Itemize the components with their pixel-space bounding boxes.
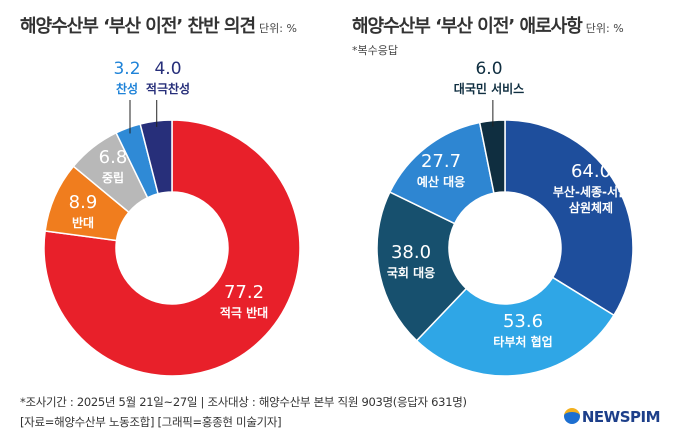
difficulty-value-label-1: 64.0 (571, 161, 611, 182)
opinion-value-label-1: 77.2 (224, 282, 264, 303)
right-unit-label: 단위: % (585, 22, 624, 35)
opinion-slice-5 (139, 119, 173, 195)
survey-info-footer: *조사기간 : 2025년 5월 21일~27일 | 조사대상 : 해양수산부 … (20, 395, 467, 409)
difficulty-name-label-4: 예산 대응 (417, 174, 465, 189)
opinion-name-label-5: 적극찬성 (146, 81, 190, 96)
difficulty-slice-2 (415, 276, 615, 377)
source-credit-footer: [자료=해양수산부 노동조합] [그래픽=홍종현 미술기자] (20, 415, 282, 429)
newspim-logo-icon (563, 408, 580, 424)
opinion-value-label-2: 8.9 (69, 192, 98, 213)
difficulty-slice-5 (478, 119, 506, 194)
difficulty-value-label-5: 6.0 (475, 59, 502, 79)
difficulty-name-label-1-line1: 부산-세종-서울 (553, 184, 629, 199)
opinion-value-label-5: 4.0 (154, 59, 181, 79)
opinion-name-label-2: 반대 (72, 215, 94, 230)
multiple-response-note: *복수응답 (352, 44, 398, 57)
difficulty-name-label-3: 국회 대응 (387, 265, 435, 280)
left-unit-label: 단위: % (259, 22, 297, 35)
newspim-logo: NEWSPIM (563, 408, 661, 426)
opinion-slice-1 (43, 119, 301, 377)
opinion-value-label-3: 6.8 (99, 147, 128, 168)
opinion-name-label-4: 찬성 (116, 81, 138, 96)
difficulty-name-label-2: 타부처 협업 (493, 334, 552, 349)
difficulty-value-label-4: 27.7 (421, 151, 461, 172)
opinion-name-label-3: 중립 (102, 171, 124, 185)
left-chart-title: 해양수산부 ‘부산 이전’ 찬반 의견 단위: % (20, 16, 297, 37)
difficulty-slice-1 (504, 119, 634, 317)
difficulty-name-label-5: 대국민 서비스 (454, 81, 524, 96)
difficulty-name-label-1-line2: 삼원체제 (569, 200, 613, 215)
opinion-value-label-4: 3.2 (113, 59, 140, 79)
opinion-donut: 77.2 적극 반대 8.9 반대 6.8 중립 3.2 찬성 4.0 적극찬성 (43, 59, 301, 377)
opinion-name-label-1: 적극 반대 (220, 305, 268, 320)
right-chart-title: 해양수산부 ‘부산 이전’ 애로사항 단위: % (352, 16, 624, 37)
difficulty-slice-3 (376, 191, 468, 342)
difficulty-value-label-2: 53.6 (503, 311, 543, 332)
difficulty-value-label-3: 38.0 (391, 242, 431, 263)
